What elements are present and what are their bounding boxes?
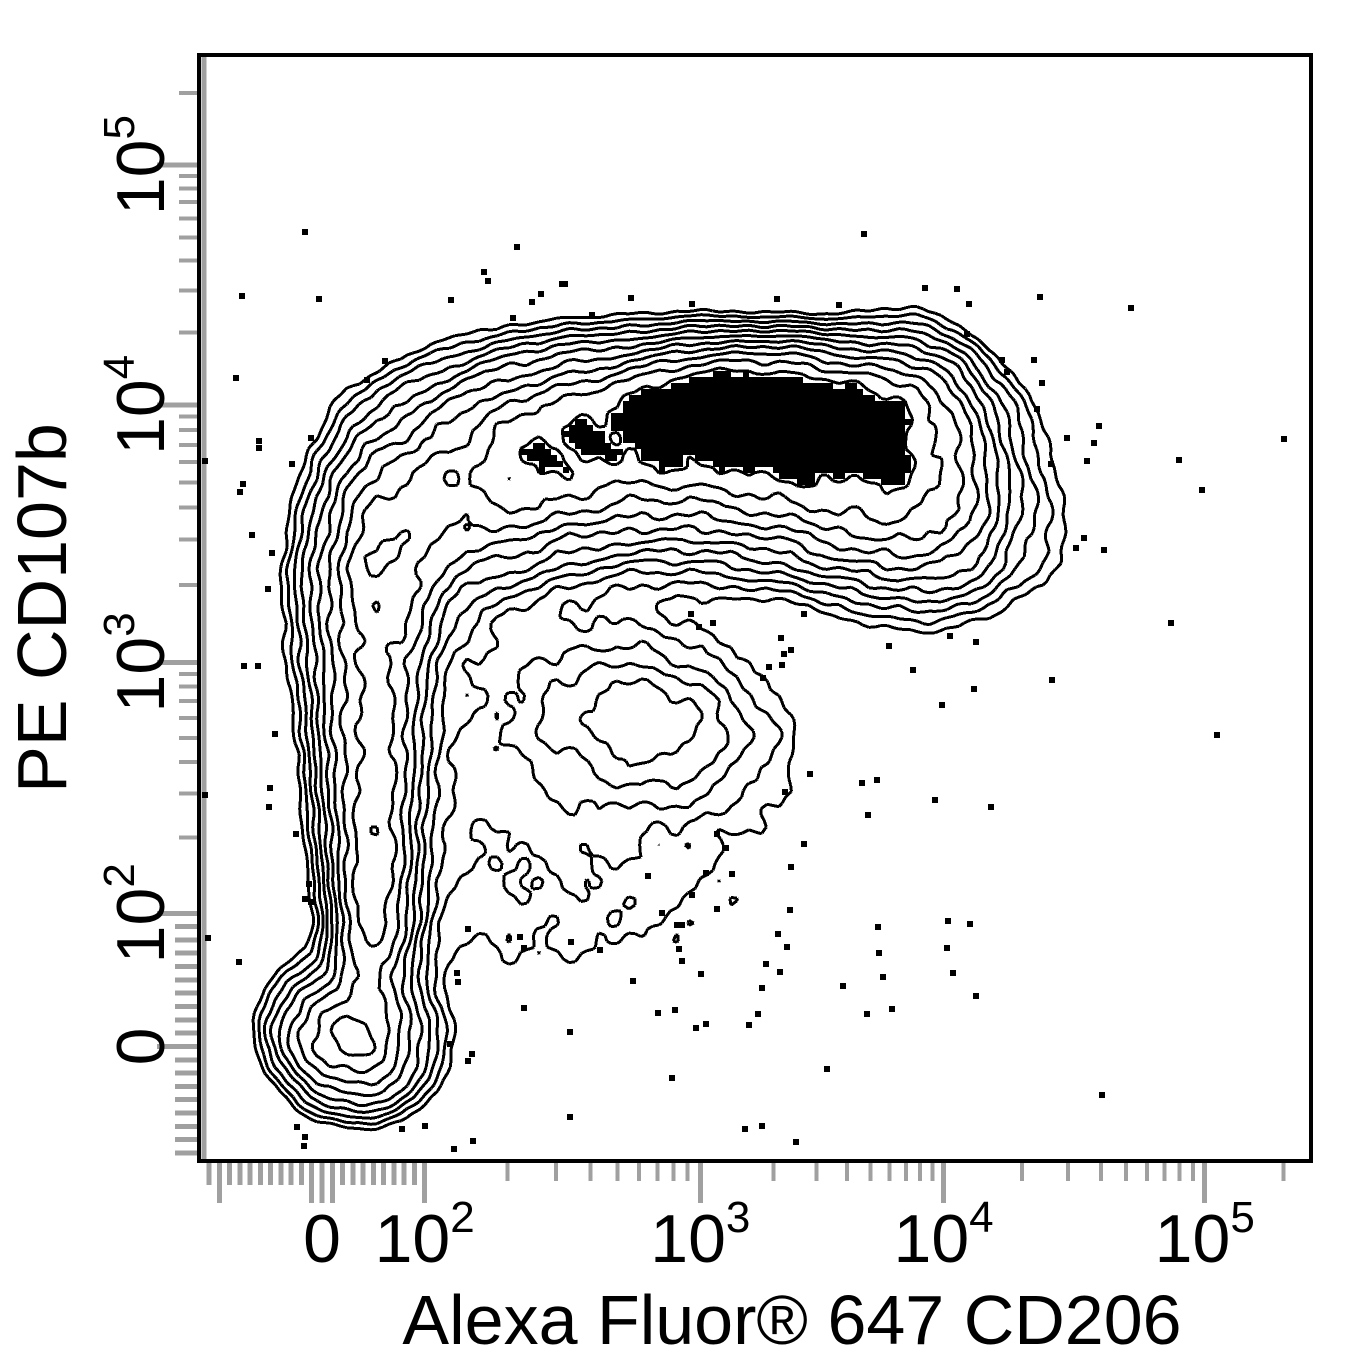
contour-level-3 [268, 323, 1025, 1114]
y-axis-ticks [157, 90, 197, 1156]
contour-level-6 [296, 339, 992, 1087]
contour-level-1 [257, 312, 1055, 1126]
x-tick-label-3: 104 [894, 1193, 994, 1277]
contour-level-8 [329, 350, 966, 1057]
contour-level-0 [251, 305, 1068, 1132]
contour-level-10 [507, 366, 918, 496]
y-tick-label-4: 105 [95, 115, 179, 215]
x-tick-label-0: 0 [303, 1201, 341, 1277]
x-tick-label-4: 105 [1155, 1193, 1255, 1277]
chart-generated-content: 0 102 103 104 105 0 102 103 104 105 [95, 53, 1313, 1277]
plot-content [202, 229, 1287, 1152]
contour-level-2 [262, 318, 1040, 1120]
y-tick-label-3: 104 [95, 355, 179, 455]
contour-lines [251, 305, 1068, 1132]
contour-level-9 [363, 358, 944, 837]
y-tick-label-1: 102 [95, 863, 179, 963]
x-tick-label-1: 102 [375, 1193, 475, 1277]
x-tick-label-2: 103 [650, 1193, 750, 1277]
contour-level-5 [286, 334, 1001, 1098]
x-axis-label: Alexa Fluor® 647 CD206 [402, 1281, 1181, 1359]
x-axis-ticks [206, 1163, 1286, 1203]
plot-frame [197, 53, 1313, 1163]
y-tick-label-2: 103 [95, 612, 179, 712]
y-tick-label-0: 0 [103, 1028, 179, 1066]
y-axis-label: PE CD107b [3, 423, 81, 793]
density-core-fill [521, 371, 911, 485]
contour-level-7 [310, 344, 980, 1075]
contour-level-4 [277, 328, 1012, 1108]
